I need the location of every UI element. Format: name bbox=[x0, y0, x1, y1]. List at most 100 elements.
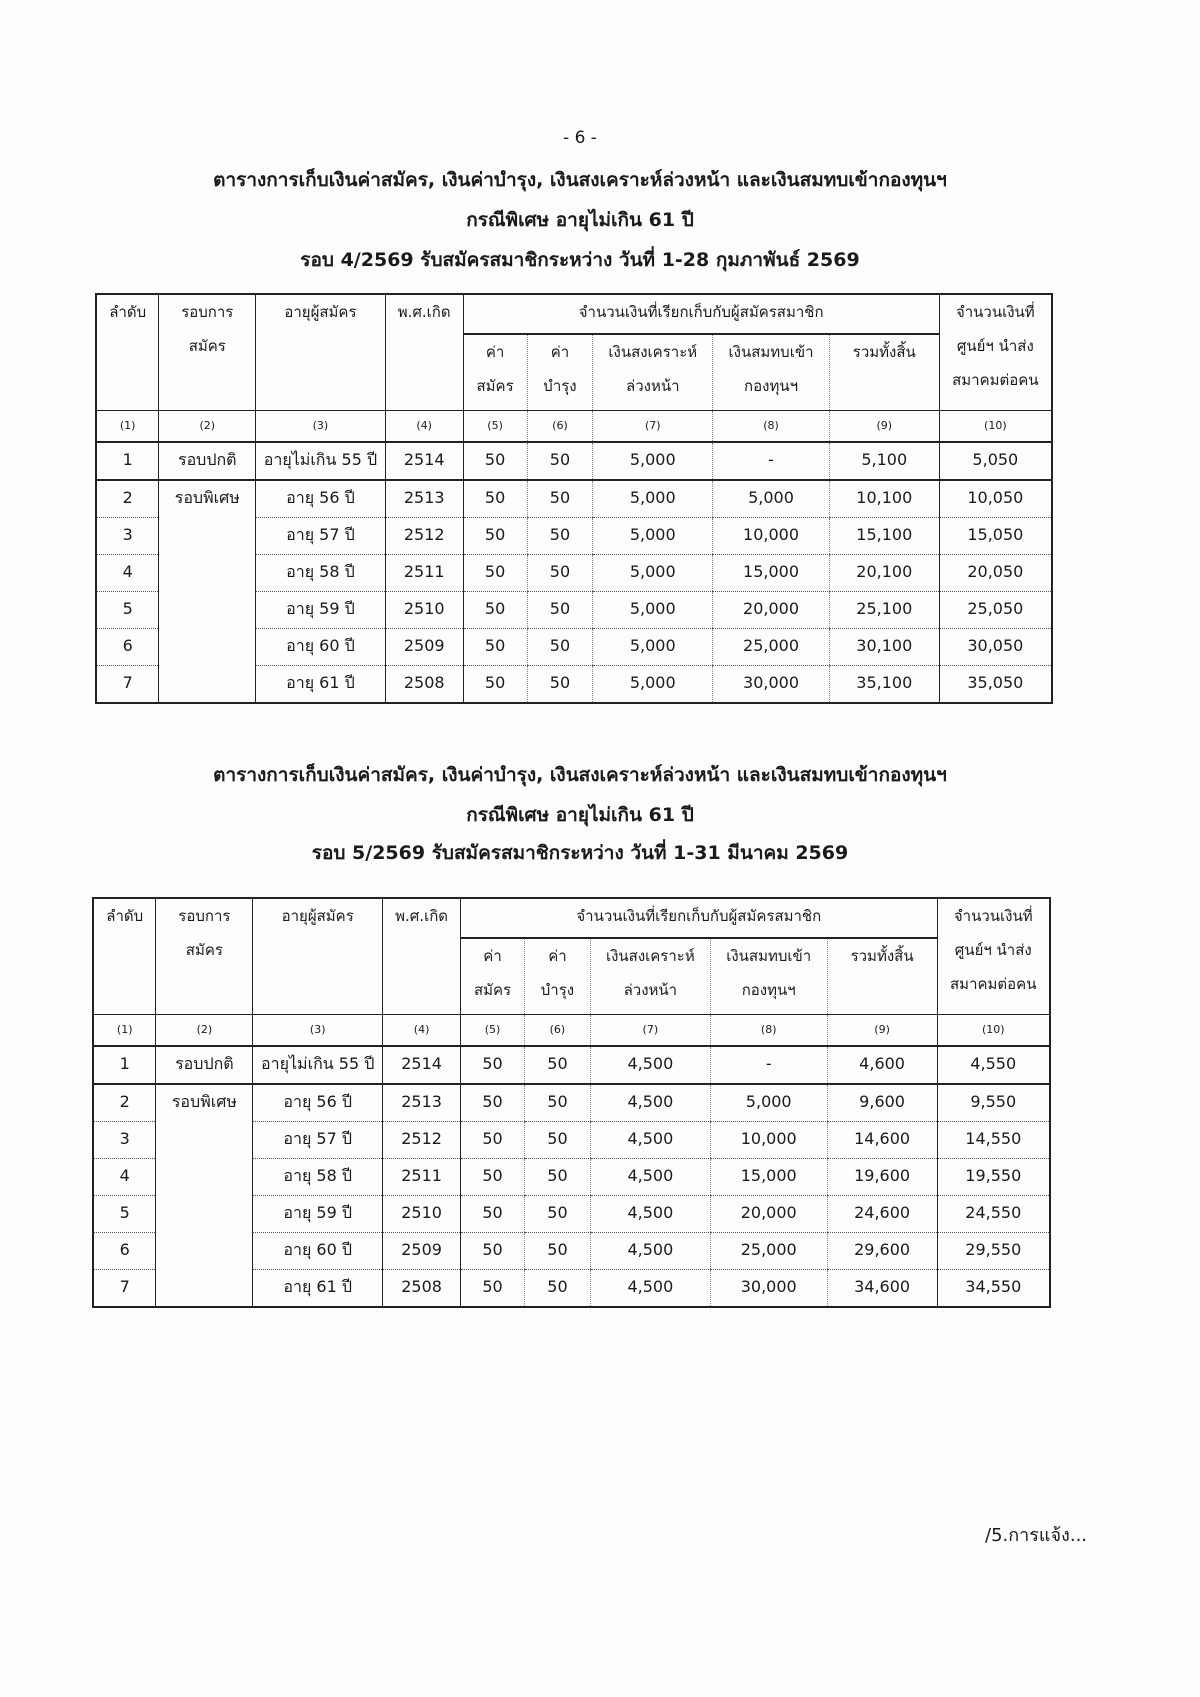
cell-text: อายุ 59 ปี bbox=[286, 598, 355, 618]
cell-text: 50 bbox=[547, 1239, 568, 1259]
cell-text: 6 bbox=[122, 635, 133, 655]
table-cell: 5,100 bbox=[828, 441, 940, 481]
cell-text: 25,000 bbox=[740, 1239, 797, 1259]
table-cell: 4,500 bbox=[589, 1158, 711, 1196]
cell-text: อายุ 58 ปี bbox=[283, 1165, 353, 1185]
table-cell: 50 bbox=[523, 1269, 591, 1307]
cell-text: 20,000 bbox=[740, 1202, 797, 1222]
table-cell: 15,050 bbox=[938, 517, 1053, 555]
cell-text: 10,000 bbox=[743, 524, 800, 544]
cell-text: 5,000 bbox=[748, 487, 794, 507]
table-cell: (2) bbox=[158, 409, 257, 443]
table-row: 3 อายุ 57 ปี 2512 50 50 4,500 10,000 14,600 14,5… bbox=[92, 1121, 1051, 1159]
header-text: สมัคร bbox=[188, 337, 226, 355]
header-cell: ค่า สมัคร bbox=[461, 938, 525, 1014]
cell-text: (9) bbox=[876, 418, 893, 432]
table-row: 1 รอบปกติ อายุไม่เกิน 55 ปี 2514 50 50 5,000 - 5… bbox=[95, 441, 1053, 481]
table-cell: 10,050 bbox=[938, 479, 1053, 518]
table-row: 6 อายุ 60 ปี 2509 50 50 4,500 25,000 29,600 29,5… bbox=[92, 1232, 1051, 1270]
cell-text: (5) bbox=[484, 1022, 501, 1036]
table-cell: (10) bbox=[936, 1013, 1051, 1047]
cell-text: 5,100 bbox=[861, 449, 908, 469]
table-cell: 24,600 bbox=[826, 1195, 938, 1233]
cell-text: อายุ 56 ปี bbox=[286, 487, 355, 507]
cell-text: (2) bbox=[196, 1022, 213, 1036]
table-cell: (3) bbox=[252, 1013, 384, 1047]
table-cell: 2512 bbox=[384, 517, 464, 555]
header-cell: รวมทั้งสิ้น bbox=[828, 334, 940, 410]
cell-text: 15,000 bbox=[743, 561, 800, 581]
cell-text: 5,000 bbox=[745, 1091, 792, 1111]
table-cell: 50 bbox=[523, 1083, 591, 1122]
header-text: รวมทั้งสิ้น bbox=[850, 947, 914, 965]
table-cell: 19,600 bbox=[826, 1158, 938, 1196]
cell-text: อายุ 59 ปี bbox=[283, 1202, 353, 1222]
header-text: สมัคร bbox=[476, 377, 514, 395]
page-number: - 6 - bbox=[563, 128, 597, 148]
cell-text: 20,000 bbox=[743, 598, 800, 618]
table-row: 6 อายุ 60 ปี 2509 50 50 5,000 25,000 30,100 30,0… bbox=[95, 628, 1053, 666]
table-cell: (1) bbox=[92, 1013, 157, 1047]
table-cell: 50 bbox=[460, 1045, 525, 1085]
cell-text: 9,550 bbox=[970, 1091, 1017, 1111]
table-cell: 25,000 bbox=[712, 628, 830, 666]
table-cell: (2) bbox=[155, 1013, 254, 1047]
table-cell: 2513 bbox=[382, 1083, 462, 1122]
cell-text: 7 bbox=[119, 1276, 130, 1296]
cell-text: 50 bbox=[549, 672, 571, 692]
table-cell: 2510 bbox=[384, 591, 464, 629]
table-cell: (9) bbox=[826, 1013, 938, 1047]
cell-text: 15,050 bbox=[967, 524, 1024, 544]
continuation-note: /5.การแจ้ง... bbox=[985, 1525, 1088, 1546]
table-cell: 5,000 bbox=[592, 628, 713, 666]
table-cell: 4,500 bbox=[589, 1269, 711, 1307]
table-cell: (8) bbox=[709, 1013, 828, 1047]
cell-text: 50 bbox=[547, 1053, 568, 1073]
table-cell: (5) bbox=[460, 1013, 525, 1047]
cell-text: 5 bbox=[122, 598, 133, 618]
table-cell: (3) bbox=[255, 409, 386, 443]
cell-text: 50 bbox=[482, 1128, 503, 1148]
table-cell: อายุไม่เกิน 55 ปี bbox=[255, 441, 386, 481]
header-cell: ค่า สมัคร bbox=[463, 334, 527, 410]
table-cell: 50 bbox=[463, 441, 528, 481]
table-cell: (6) bbox=[526, 409, 593, 443]
cell-text: อายุไม่เกิน 55 ปี bbox=[261, 1053, 375, 1073]
table-cell: 50 bbox=[460, 1121, 525, 1159]
table-cell: 10,000 bbox=[709, 1121, 828, 1159]
cell-text: 24,550 bbox=[965, 1202, 1022, 1222]
table-cell: อายุ 60 ปี bbox=[255, 628, 386, 666]
cell-text: 30,100 bbox=[856, 635, 913, 655]
table-cell: 50 bbox=[463, 591, 528, 629]
cell-text: 50 bbox=[482, 1165, 503, 1185]
table-cell: 50 bbox=[460, 1232, 525, 1270]
table-cell: 5,000 bbox=[592, 554, 713, 592]
table-cell: 50 bbox=[463, 665, 528, 703]
table-cell: 3 bbox=[92, 1121, 157, 1159]
table-cell: 2 bbox=[95, 479, 160, 518]
table-cell: 50 bbox=[460, 1158, 525, 1196]
table-cell: (1) bbox=[95, 409, 160, 443]
header-cell: พ.ศ.เกิด bbox=[384, 294, 464, 410]
cell-text: 3 bbox=[119, 1128, 130, 1148]
cell-text: (8) bbox=[763, 418, 779, 432]
cell-text: 4,500 bbox=[627, 1053, 674, 1073]
header-text: กองทุนฯ bbox=[741, 981, 796, 999]
table-cell: 50 bbox=[526, 479, 593, 518]
table-cell: 50 bbox=[526, 628, 593, 666]
table-cell: (10) bbox=[938, 409, 1053, 443]
table-cell: 4 bbox=[95, 554, 160, 592]
header-cell: รวมทั้งสิ้น bbox=[826, 938, 938, 1014]
header-text: เงินสมทบเข้า bbox=[726, 947, 812, 965]
table-cell: 3 bbox=[95, 517, 160, 555]
cell-text: 50 bbox=[484, 561, 506, 581]
table-cell: 6 bbox=[92, 1232, 157, 1270]
cell-text: 4,500 bbox=[627, 1165, 674, 1185]
table-row: 7 อายุ 61 ปี 2508 50 50 4,500 30,000 34,600 34,5… bbox=[92, 1269, 1051, 1307]
table-cell: - bbox=[712, 441, 830, 481]
cell-text: 2513 bbox=[403, 487, 445, 507]
table-cell: 50 bbox=[523, 1045, 591, 1085]
header-cell: รอบการ สมัคร bbox=[155, 898, 254, 1014]
table-cell: 9,550 bbox=[936, 1083, 1051, 1122]
header-cell: ลำดับ bbox=[95, 294, 160, 410]
